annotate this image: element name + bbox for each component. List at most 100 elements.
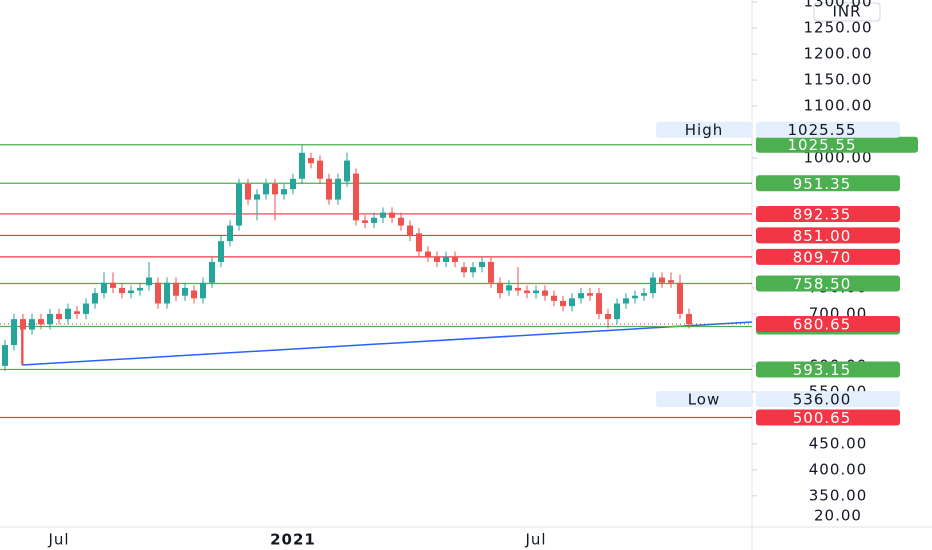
candle-body	[596, 293, 602, 314]
y-tick-label: 400.00	[809, 460, 868, 478]
candle-body	[551, 295, 557, 301]
candle-body	[650, 277, 656, 294]
level-tag	[756, 175, 900, 192]
trend-line	[21, 321, 753, 366]
candle-body	[218, 241, 224, 262]
candle-body	[164, 282, 170, 304]
candle-body	[677, 282, 683, 314]
candle-body	[470, 267, 476, 273]
candle-body	[560, 300, 566, 307]
candle-body	[587, 293, 593, 296]
candle-body	[38, 319, 44, 325]
candle-body	[371, 217, 377, 223]
candle-body	[2, 345, 8, 366]
y-tick-label: 1150.00	[803, 71, 872, 89]
candle-body	[11, 319, 17, 346]
candle-body	[416, 233, 422, 252]
candle-body	[263, 183, 269, 195]
candle-body	[668, 280, 674, 283]
candle-body	[119, 287, 125, 294]
candle-body	[434, 256, 440, 262]
candle-body	[632, 295, 638, 299]
candle-body	[443, 256, 449, 262]
level-tag	[756, 409, 900, 426]
candle-body	[407, 225, 413, 236]
candle-body	[542, 290, 548, 296]
level-tag	[756, 275, 900, 292]
candle-body	[614, 303, 620, 320]
candle-body	[272, 183, 278, 195]
x-tick-label: Jul	[47, 531, 69, 549]
candle-body	[533, 290, 539, 294]
level-tag-label: 809.70	[793, 248, 852, 266]
level-tag	[756, 248, 900, 265]
candle-body	[479, 261, 485, 268]
y-tick-label: 1250.00	[803, 19, 872, 37]
candle-body	[308, 157, 314, 164]
candle-body	[623, 298, 629, 304]
candle-body	[20, 319, 26, 330]
high-value-label: 1025.55	[787, 121, 856, 139]
candle-body	[65, 308, 71, 320]
low-value-tag	[756, 391, 900, 408]
candle-body	[281, 189, 287, 195]
candle-body	[326, 178, 332, 200]
candle-body	[236, 183, 242, 226]
candle-body	[569, 298, 575, 307]
candle-body	[686, 313, 692, 325]
currency-label: INR	[832, 3, 861, 21]
level-tag-label: 851.00	[793, 227, 852, 245]
candle-body	[353, 173, 359, 221]
y-tick-label: 1000.00	[803, 148, 872, 166]
x-tick-label: 2021	[270, 531, 316, 549]
candle-body	[380, 212, 386, 218]
candle-body	[47, 313, 53, 325]
candle-body	[209, 261, 215, 283]
candle-body	[137, 287, 143, 291]
candle-body	[101, 282, 107, 294]
candle-body	[74, 311, 80, 314]
candle-body	[488, 261, 494, 283]
volume-axis-label: 20.00	[814, 507, 862, 525]
y-tick-label: 1100.00	[803, 97, 872, 115]
level-tag	[756, 361, 900, 378]
candle-body	[659, 277, 665, 283]
level-tag	[756, 227, 900, 244]
candle-body	[461, 267, 467, 273]
high-name-box	[656, 121, 752, 138]
candle-body	[344, 160, 350, 182]
y-tick-label: 1200.00	[803, 45, 872, 63]
candle-body	[110, 282, 116, 288]
candle-body	[389, 212, 395, 218]
low-name-box	[656, 391, 752, 408]
candle-body	[605, 313, 611, 320]
low-value-label: 536.00	[793, 391, 852, 409]
y-tick-label: 1300.00	[803, 0, 872, 11]
candle-body	[452, 256, 458, 262]
candle-body	[92, 293, 98, 304]
candle-body	[299, 152, 305, 179]
candle-body	[641, 293, 647, 296]
candle-body	[290, 178, 296, 190]
currency-box[interactable]	[813, 2, 881, 22]
x-tick-label: Jul	[524, 531, 546, 549]
level-tag	[756, 205, 900, 222]
candle-body	[182, 287, 188, 296]
high-value-tag	[756, 121, 900, 138]
candle-body	[191, 290, 197, 299]
candle-body	[362, 220, 368, 223]
candle-body	[578, 293, 584, 299]
level-tag-label: 593.15	[793, 361, 852, 379]
candle-body	[83, 303, 89, 314]
candle-body	[398, 217, 404, 226]
candle-body	[146, 277, 152, 286]
candle-body	[200, 282, 206, 299]
level-tag-label: 500.65	[793, 409, 852, 427]
level-tag-label: 892.35	[793, 205, 852, 223]
candle-body	[128, 290, 134, 294]
candle-body	[29, 319, 35, 330]
y-tick-label: 450.00	[809, 434, 868, 452]
candle-body	[515, 287, 521, 291]
